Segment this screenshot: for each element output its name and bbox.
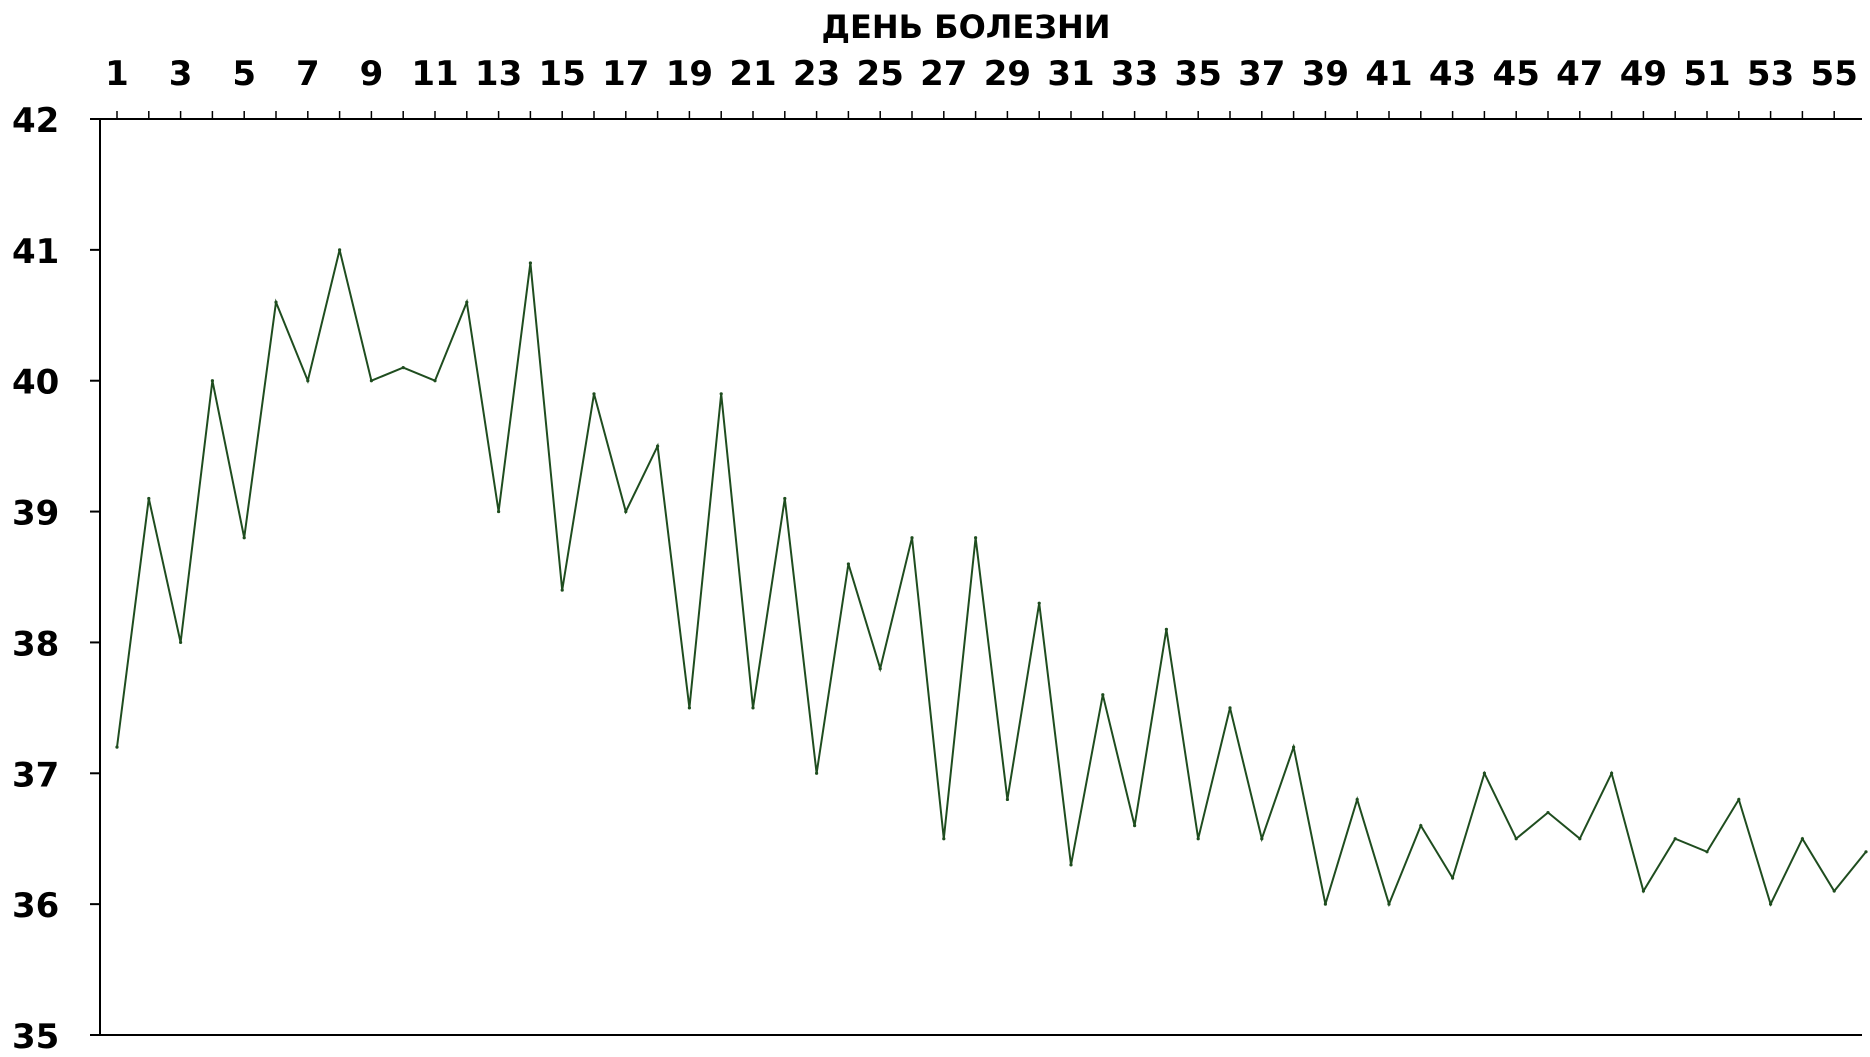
data-point bbox=[115, 746, 118, 749]
x-tick-label: 19 bbox=[666, 54, 713, 94]
data-point bbox=[370, 379, 373, 382]
data-point bbox=[1260, 837, 1263, 840]
data-point bbox=[720, 392, 723, 395]
x-tick-label: 11 bbox=[411, 54, 458, 94]
data-point bbox=[1674, 837, 1677, 840]
chart-title: ДЕНЬ БОЛЕЗНИ bbox=[822, 8, 1111, 46]
plot-area bbox=[115, 248, 1867, 905]
data-point bbox=[1356, 798, 1359, 801]
x-tick-label: 41 bbox=[1365, 54, 1412, 94]
data-point bbox=[1197, 837, 1200, 840]
data-point bbox=[1705, 850, 1708, 853]
data-point bbox=[338, 248, 341, 251]
data-point bbox=[147, 497, 150, 500]
data-point bbox=[847, 562, 850, 565]
x-tick-label: 45 bbox=[1493, 54, 1540, 94]
data-point bbox=[1133, 824, 1136, 827]
data-point bbox=[529, 261, 532, 264]
data-point bbox=[274, 301, 277, 304]
x-tick-label: 51 bbox=[1683, 54, 1730, 94]
y-tick-label: 37 bbox=[12, 755, 59, 795]
data-point bbox=[974, 536, 977, 539]
data-point bbox=[433, 379, 436, 382]
data-point bbox=[910, 536, 913, 539]
x-tick-label: 21 bbox=[729, 54, 776, 94]
x-tick-label: 37 bbox=[1238, 54, 1285, 94]
data-point bbox=[1451, 876, 1454, 879]
data-point bbox=[179, 641, 182, 644]
x-tick-label: 23 bbox=[793, 54, 840, 94]
data-point bbox=[1642, 889, 1645, 892]
y-tick-label: 39 bbox=[12, 494, 59, 534]
data-point bbox=[1483, 772, 1486, 775]
data-point bbox=[1101, 693, 1104, 696]
y-tick-label: 42 bbox=[12, 101, 59, 141]
x-tick-label: 13 bbox=[475, 54, 522, 94]
data-point bbox=[624, 510, 627, 513]
data-point bbox=[306, 379, 309, 382]
x-tick-label: 53 bbox=[1747, 54, 1794, 94]
x-tick-label: 31 bbox=[1047, 54, 1094, 94]
data-point bbox=[1069, 863, 1072, 866]
data-point bbox=[879, 667, 882, 670]
data-point bbox=[1801, 837, 1804, 840]
data-point bbox=[497, 510, 500, 513]
data-point bbox=[243, 536, 246, 539]
x-tick-label: 43 bbox=[1429, 54, 1476, 94]
data-point bbox=[1864, 850, 1867, 853]
data-point bbox=[1006, 798, 1009, 801]
x-axis-ticks: 1 3 5 7 9 11 13 15 17 19 21 23 25 27 29 31 33 35 37 39 41 43 4… bbox=[105, 54, 1858, 119]
data-point bbox=[561, 588, 564, 591]
x-tick-label: 1 bbox=[105, 54, 129, 94]
data-point bbox=[1165, 628, 1168, 631]
x-tick-label: 15 bbox=[539, 54, 586, 94]
y-axis-ticks: 42 41 40 39 38 37 36 35 bbox=[12, 101, 100, 1057]
x-tick-label: 33 bbox=[1111, 54, 1158, 94]
x-tick-label: 35 bbox=[1175, 54, 1222, 94]
x-tick-label: 9 bbox=[360, 54, 384, 94]
x-tick-label: 55 bbox=[1811, 54, 1858, 94]
y-tick-label: 40 bbox=[12, 363, 59, 403]
data-point bbox=[1515, 837, 1518, 840]
data-point bbox=[1578, 837, 1581, 840]
data-point bbox=[1833, 889, 1836, 892]
data-point bbox=[592, 392, 595, 395]
series-line bbox=[117, 250, 1866, 904]
data-point bbox=[1769, 903, 1772, 906]
y-tick-label: 41 bbox=[12, 232, 59, 272]
x-tick-label: 7 bbox=[296, 54, 320, 94]
data-point bbox=[1228, 706, 1231, 709]
data-point bbox=[1737, 798, 1740, 801]
x-tick-label: 49 bbox=[1620, 54, 1667, 94]
data-point bbox=[656, 445, 659, 448]
y-tick-label: 36 bbox=[12, 886, 59, 926]
data-point bbox=[688, 706, 691, 709]
x-tick-label: 27 bbox=[920, 54, 967, 94]
x-tick-label: 29 bbox=[984, 54, 1031, 94]
x-tick-label: 47 bbox=[1556, 54, 1603, 94]
y-tick-label: 35 bbox=[12, 1017, 59, 1057]
data-point bbox=[1610, 772, 1613, 775]
x-tick-label: 25 bbox=[857, 54, 904, 94]
data-point bbox=[815, 772, 818, 775]
data-point bbox=[751, 706, 754, 709]
x-tick-label: 17 bbox=[602, 54, 649, 94]
data-point bbox=[1546, 811, 1549, 814]
data-point bbox=[1324, 903, 1327, 906]
y-tick-label: 38 bbox=[12, 624, 59, 664]
data-point bbox=[942, 837, 945, 840]
data-point bbox=[1038, 602, 1041, 605]
data-point bbox=[465, 301, 468, 304]
x-tick-label: 39 bbox=[1302, 54, 1349, 94]
data-point bbox=[402, 366, 405, 369]
data-point bbox=[783, 497, 786, 500]
x-tick-label: 5 bbox=[232, 54, 256, 94]
data-point bbox=[1387, 903, 1390, 906]
data-point bbox=[1419, 824, 1422, 827]
data-point bbox=[211, 379, 214, 382]
data-point bbox=[1292, 746, 1295, 749]
x-tick-label: 3 bbox=[169, 54, 193, 94]
